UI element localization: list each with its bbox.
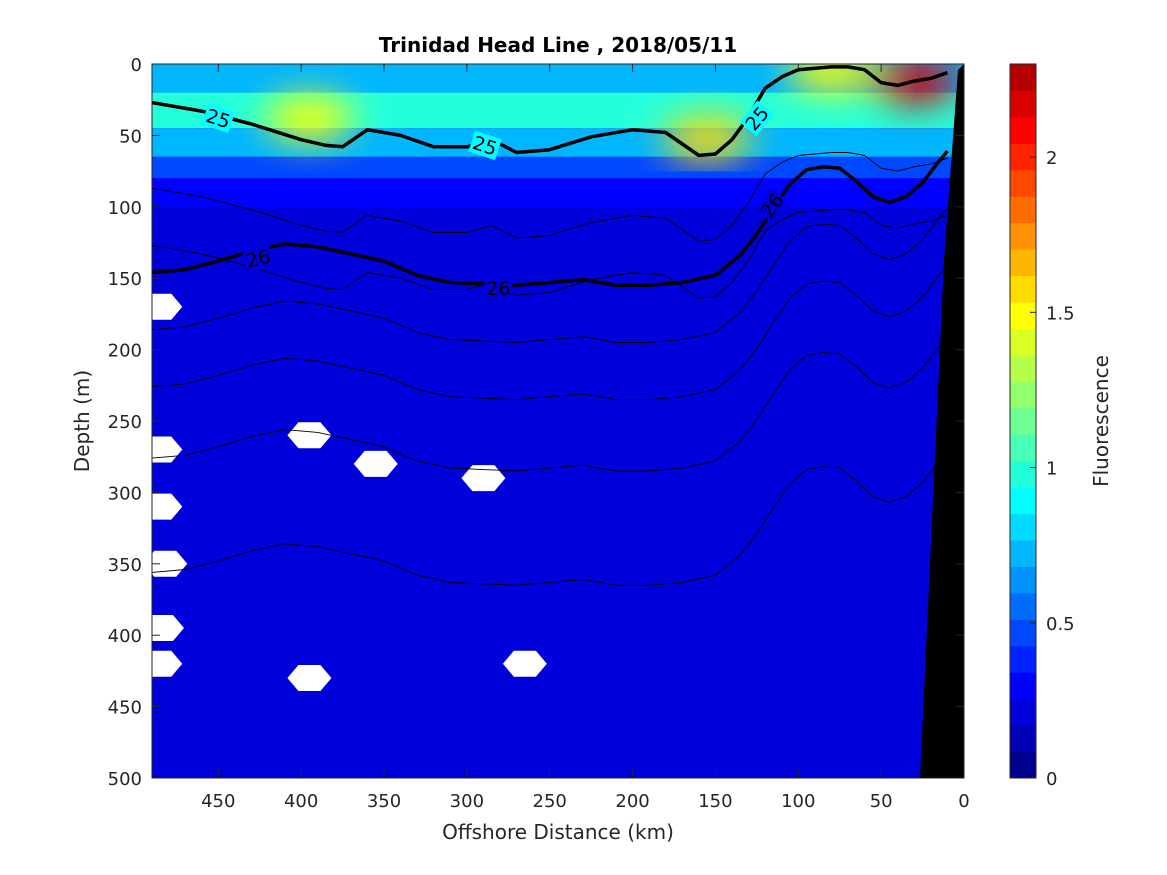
colorbar-tick-label: 0 xyxy=(1046,769,1057,790)
fluorescence-maximum xyxy=(662,116,753,161)
colorbar-swatch xyxy=(1010,487,1036,515)
density-contour xyxy=(152,336,948,472)
colorbar-swatch xyxy=(1010,302,1036,329)
colorbar-swatch xyxy=(1010,672,1036,700)
colorbar-swatch xyxy=(1010,64,1036,91)
colorbar-swatch xyxy=(1010,407,1036,435)
colorbar-swatch xyxy=(1010,381,1036,409)
colorbar-swatch xyxy=(1010,751,1036,779)
colorbar-swatch xyxy=(1010,434,1036,462)
colorbar-tick-label: 0.5 xyxy=(1046,614,1075,635)
y-tick-label: 300 xyxy=(108,483,142,504)
x-tick-label: 400 xyxy=(284,791,318,812)
y-tick-label: 200 xyxy=(108,341,142,362)
colorbar-swatch xyxy=(1010,275,1036,303)
colorbar-swatch xyxy=(1010,645,1036,673)
contour-label-gap xyxy=(468,130,502,161)
y-tick-label: 500 xyxy=(108,769,142,790)
colorbar-swatch xyxy=(1010,169,1036,197)
colorbar-tick-label: 1.5 xyxy=(1046,303,1075,324)
colorbar-swatch xyxy=(1010,619,1036,647)
x-tick-label: 200 xyxy=(615,791,649,812)
y-tick-label: 400 xyxy=(108,626,142,647)
colorbar-swatch xyxy=(1010,725,1036,753)
y-tick-label: 150 xyxy=(108,269,142,290)
colorbar-swatch xyxy=(1010,566,1036,594)
no-data-patch xyxy=(152,615,184,642)
x-tick-label: 450 xyxy=(201,791,235,812)
colorbar-frame xyxy=(1009,63,1037,779)
fluorescence-maximum xyxy=(869,64,960,104)
colorbar-swatch xyxy=(1010,513,1036,541)
density-contour xyxy=(152,152,948,242)
colorbar-swatch xyxy=(1010,222,1036,250)
density-contour xyxy=(152,265,948,401)
no-data-patch xyxy=(287,665,332,692)
fluorescence-band xyxy=(152,156,964,179)
chart-title: Trinidad Head Line , 2018/05/11 xyxy=(379,33,737,57)
fluorescence-band xyxy=(152,206,964,778)
contour-label-gap xyxy=(739,100,775,137)
density-contour xyxy=(152,209,948,299)
no-data-patch xyxy=(152,650,183,677)
contour-label-gap xyxy=(484,277,513,300)
density-contour xyxy=(152,450,948,586)
fluorescence-maximum xyxy=(786,64,877,94)
colorbar-swatch xyxy=(1010,116,1036,144)
y-tick-label: 250 xyxy=(108,412,142,433)
x-tick-label: 300 xyxy=(450,791,484,812)
x-axis-label: Offshore Distance (km) xyxy=(442,820,674,844)
no-data-patch xyxy=(152,493,183,520)
colorbar-swatch xyxy=(1010,354,1036,382)
colorbar-swatch xyxy=(1010,90,1036,118)
colorbar-tick-label: 1 xyxy=(1046,459,1057,480)
colorbar-tick-label: 2 xyxy=(1046,148,1057,169)
fluorescence-band xyxy=(152,178,964,207)
y-tick-label: 0 xyxy=(131,55,142,76)
no-data-patch xyxy=(502,650,547,677)
contour-label-gap xyxy=(201,103,235,134)
y-axis: 0 50 100 150 200 250 300 350 400 450 500 xyxy=(108,55,964,790)
isopycnal-25 xyxy=(152,65,948,158)
no-data-patch xyxy=(152,293,183,320)
y-tick-label: 100 xyxy=(108,198,142,219)
y-tick-label: 350 xyxy=(108,555,142,576)
x-axis: 450 400 350 300 250 200 150 100 50 0 xyxy=(201,64,970,812)
contour-label-gap xyxy=(241,244,275,273)
y-axis-label: Depth (m) xyxy=(70,370,94,472)
y-tick-label: 450 xyxy=(108,698,142,719)
x-tick-label: 350 xyxy=(367,791,401,812)
fluorescence-maximum xyxy=(264,96,355,141)
colorbar-swatch xyxy=(1010,249,1036,277)
x-tick-label: 0 xyxy=(958,791,969,812)
density-contour xyxy=(152,207,948,343)
colorbar-swatch xyxy=(1010,540,1036,567)
colorbar: 0 0.5 1 1.5 2 xyxy=(1009,63,1075,790)
colorbar-swatch xyxy=(1010,328,1036,356)
no-data-patch xyxy=(353,450,398,477)
x-tick-label: 50 xyxy=(870,791,893,812)
colorbar-label: Fluorescence xyxy=(1089,355,1113,487)
x-tick-label: 250 xyxy=(533,791,567,812)
contour-label: 26 xyxy=(486,278,510,300)
colorbar-swatch xyxy=(1010,698,1036,726)
seafloor-bathymetry xyxy=(920,64,964,778)
x-tick-label: 100 xyxy=(781,791,815,812)
y-tick-label: 50 xyxy=(119,126,142,147)
colorbar-swatch xyxy=(1010,460,1036,488)
no-data-patch xyxy=(287,422,332,449)
x-tick-label: 150 xyxy=(698,791,732,812)
isopycnal-26 xyxy=(152,149,949,288)
no-data-patch xyxy=(461,465,506,492)
contour-label-gap xyxy=(754,187,789,224)
colorbar-swatch xyxy=(1010,592,1036,620)
colorbar-swatch xyxy=(1010,196,1036,224)
